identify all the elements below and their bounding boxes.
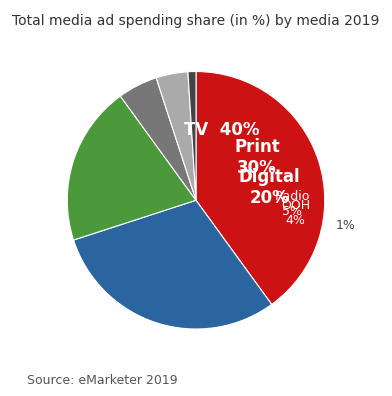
Wedge shape bbox=[120, 78, 196, 200]
Text: Print
30%: Print 30% bbox=[234, 138, 280, 177]
Title: Total media ad spending share (in %) by media 2019: Total media ad spending share (in %) by … bbox=[12, 14, 380, 29]
Text: OOH
4%: OOH 4% bbox=[281, 198, 310, 227]
Text: Radio
5%: Radio 5% bbox=[275, 190, 310, 219]
Wedge shape bbox=[156, 72, 196, 200]
Text: Source: eMarketer 2019: Source: eMarketer 2019 bbox=[27, 374, 178, 387]
Text: Digital
20%: Digital 20% bbox=[239, 168, 300, 207]
Text: 1%: 1% bbox=[336, 219, 356, 232]
Wedge shape bbox=[188, 72, 196, 200]
Wedge shape bbox=[74, 200, 272, 329]
Wedge shape bbox=[67, 96, 196, 240]
Wedge shape bbox=[196, 72, 325, 305]
Text: TV  40%: TV 40% bbox=[184, 121, 259, 139]
